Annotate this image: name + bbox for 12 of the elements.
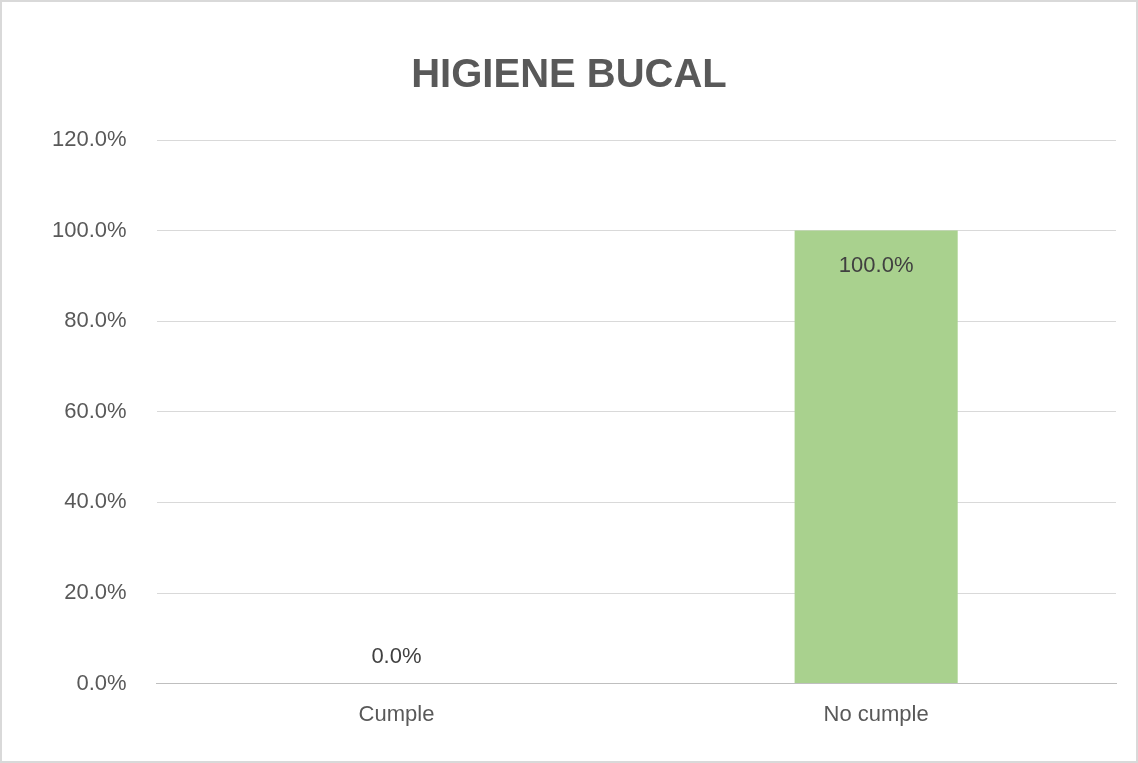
y-tick-label: 20.0% [64, 579, 127, 605]
data-label: 100.0% [838, 251, 914, 277]
y-tick-label: 60.0% [64, 397, 127, 423]
x-tick-label: No cumple [823, 700, 929, 726]
y-tick-label: 40.0% [64, 488, 127, 514]
x-tick-label: Cumple [358, 700, 435, 726]
chart-title: HIGIENE BUCAL [411, 51, 727, 96]
y-tick-label: 120.0% [51, 126, 127, 152]
y-tick-label: 80.0% [64, 307, 127, 333]
data-label: 0.0% [371, 642, 422, 668]
y-tick-label: 100.0% [51, 216, 127, 242]
y-tick-label: 0.0% [76, 669, 127, 695]
